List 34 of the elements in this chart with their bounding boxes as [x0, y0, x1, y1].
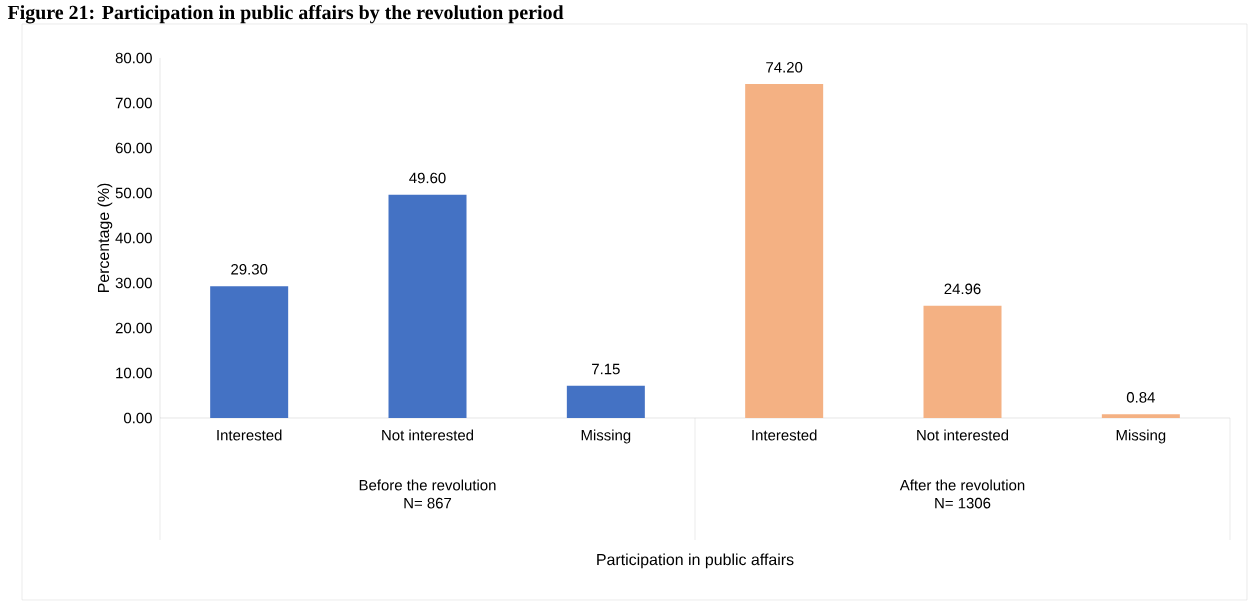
bar [210, 286, 289, 418]
bar [923, 305, 1002, 418]
x-tick-label: Missing [581, 429, 631, 444]
x-tick-label: Not interested [917, 429, 1009, 441]
text: N= 867 [404, 497, 452, 509]
data-label: 0.84 [1126, 392, 1155, 403]
x-tick-label: Not interested [382, 429, 474, 441]
text: N= 1306 [935, 497, 991, 509]
chart-title: Figure 21: Participation in public affairs by the revolution period [7, 4, 564, 24]
data-label: 49.60 [409, 172, 446, 184]
bar [388, 194, 467, 418]
y-tick-label: 50.00 [115, 187, 152, 199]
y-tick-label: 0.00 [123, 412, 152, 424]
y-tick-label: 70.00 [115, 97, 152, 109]
bar [745, 84, 824, 418]
data-label: 29.30 [231, 264, 268, 275]
bar [566, 385, 645, 418]
y-tick-label: 10.00 [116, 367, 152, 379]
data-label: 24.96 [944, 283, 981, 295]
x-tick-label: Interested [752, 429, 817, 441]
data-label: 7.15 [592, 363, 620, 375]
y-tick-label: 80.00 [115, 52, 152, 64]
text: After the revolution [899, 479, 1025, 491]
text: Participation in public affairs [597, 553, 794, 569]
text: Before the revolution [359, 479, 496, 491]
y-tick-label: 40.00 [115, 232, 152, 244]
data-label: 74.20 [766, 61, 803, 73]
y-tick-label: 30.00 [115, 277, 152, 289]
x-tick-label: Missing [1116, 429, 1166, 444]
x-tick-label: Interested [217, 429, 282, 441]
y-axis-title: Percentage (%) [97, 183, 113, 293]
y-tick-label: 60.00 [115, 142, 152, 154]
bar [1101, 414, 1180, 418]
y-tick-label: 20.00 [115, 322, 152, 334]
